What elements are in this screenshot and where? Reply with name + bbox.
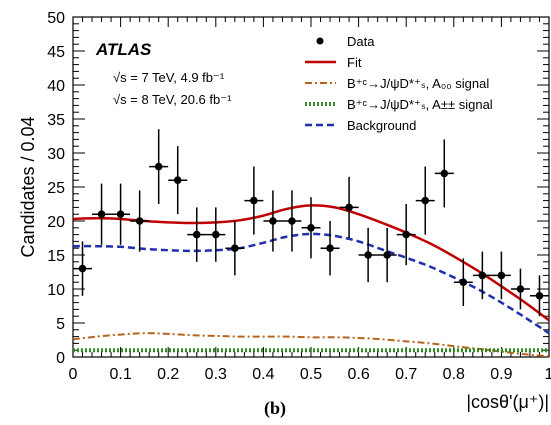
y-tick-label: 45 — [47, 44, 65, 61]
data-point — [154, 162, 163, 171]
x-tick-label: 0.2 — [157, 366, 179, 383]
x-tick-label: 0 — [69, 366, 78, 383]
data-point — [269, 217, 277, 225]
legend-marker-data — [316, 37, 324, 45]
data-point — [78, 264, 87, 273]
y-axis-label: Candidates / 0.04 — [18, 116, 38, 257]
x-tick-label: 0.4 — [252, 366, 274, 383]
plot-area — [72, 16, 550, 358]
data-point — [173, 176, 182, 184]
panel-label: (b) — [264, 398, 286, 419]
data-point — [383, 251, 391, 259]
run-line-1: √s = 7 TeV, 4.9 fb⁻¹ — [113, 70, 225, 85]
data-point — [421, 196, 430, 205]
x-tick-label: 1 — [545, 366, 551, 383]
y-tick-label: 20 — [47, 214, 65, 231]
data-point — [97, 210, 106, 218]
data-point — [192, 230, 201, 239]
data-point — [478, 271, 487, 280]
data-point — [497, 271, 506, 280]
y-tick-label: 40 — [47, 78, 65, 95]
y-tick-label: 15 — [47, 248, 65, 265]
data-point — [288, 217, 296, 225]
data-point — [345, 203, 353, 212]
curve-dashdot-1 — [72, 332, 550, 358]
data-point — [364, 251, 372, 259]
data-point — [402, 230, 411, 239]
x-tick-label: 0.1 — [109, 366, 131, 383]
x-tick-label: 0.6 — [347, 366, 369, 383]
y-tick-label: 5 — [56, 316, 65, 333]
experiment-label: ATLAS — [95, 40, 152, 59]
run-line-2: √s = 8 TeV, 20.6 fb⁻¹ — [113, 92, 232, 107]
data-point — [116, 210, 125, 218]
y-tick-label: 10 — [47, 282, 65, 299]
data-point — [135, 217, 144, 225]
data-point — [212, 230, 220, 239]
y-tick-label: 0 — [56, 350, 65, 367]
data-point — [326, 244, 334, 252]
data-point — [250, 196, 258, 205]
legend-label-app: B⁺ᶜ→J/ψD*⁺ₛ, A±± signal — [347, 97, 493, 112]
legend: Data Fit B⁺ᶜ→J/ψD*⁺ₛ, A₀₀ signal B⁺ᶜ→J/ψ… — [305, 34, 493, 133]
legend-label-data: Data — [347, 34, 375, 49]
data-point — [535, 292, 544, 300]
x-tick-label: 0.5 — [300, 366, 322, 383]
data-point — [516, 285, 525, 293]
data-points — [73, 129, 549, 317]
data-point — [307, 224, 315, 232]
legend-label-fit: Fit — [347, 55, 362, 70]
data-point — [459, 278, 468, 287]
data-point — [231, 244, 239, 252]
y-tick-label: 35 — [47, 112, 65, 129]
curve-dashed-3 — [72, 232, 550, 335]
data-point — [440, 169, 449, 178]
x-tick-label: 0.7 — [395, 366, 417, 383]
legend-label-background: Background — [347, 118, 416, 133]
x-tick-label: 0.8 — [443, 366, 465, 383]
y-tick-label: 25 — [47, 180, 65, 197]
legend-label-a00: B⁺ᶜ→J/ψD*⁺ₛ, A₀₀ signal — [347, 76, 489, 91]
x-tick-label: 0.3 — [205, 366, 227, 383]
y-tick-label: 50 — [47, 10, 65, 27]
x-axis-label: |cosθ'(μ⁺)| — [466, 392, 549, 412]
y-tick-label: 30 — [47, 146, 65, 163]
x-tick-label: 0.9 — [490, 366, 512, 383]
